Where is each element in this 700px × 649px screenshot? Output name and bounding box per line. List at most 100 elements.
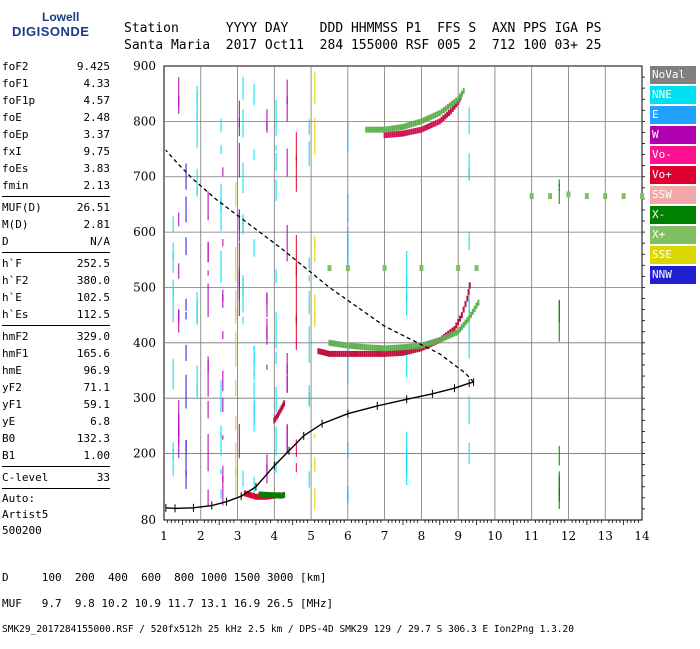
param-value: 9.425 xyxy=(76,60,110,73)
echo-point xyxy=(448,102,451,109)
echo-point xyxy=(416,119,419,126)
param-row: foF1 4.33 xyxy=(2,75,110,92)
echo-point xyxy=(418,345,421,352)
param-value: 4.33 xyxy=(83,77,111,90)
echo-point xyxy=(426,115,429,122)
digisonde-logo: Lowell DIGISONDE xyxy=(8,8,118,48)
param-name: hmF2 xyxy=(2,330,29,343)
param-name: h`F2 xyxy=(2,274,29,287)
echo-point xyxy=(442,335,445,342)
param-value: 132.3 xyxy=(76,432,110,445)
echo-point xyxy=(406,348,409,355)
echo-point xyxy=(346,342,349,349)
echo-point xyxy=(397,350,400,357)
echo-point xyxy=(468,314,471,321)
echo-point xyxy=(355,350,358,357)
param-name: h`F xyxy=(2,257,22,270)
echo-point xyxy=(397,130,400,137)
echo-point xyxy=(462,306,465,313)
param-value: 26.51 xyxy=(76,201,110,214)
echo-point xyxy=(274,415,277,422)
echo-point xyxy=(416,342,419,349)
echo-point xyxy=(363,350,366,357)
param-value: 102.5 xyxy=(76,291,110,304)
echo-point xyxy=(367,344,370,351)
echo-point xyxy=(438,118,441,125)
echo-point xyxy=(262,491,265,498)
echo-point xyxy=(375,126,378,133)
echo-point xyxy=(391,125,394,132)
echo-point xyxy=(389,344,392,351)
echo-point xyxy=(416,346,419,353)
echo-point xyxy=(340,350,343,357)
echo-point xyxy=(422,125,425,132)
echo-point xyxy=(408,343,411,350)
echo-point xyxy=(328,350,331,357)
echo-point xyxy=(436,337,439,344)
param-row: h`Es 112.5 xyxy=(2,306,110,323)
param-row: foE 2.48 xyxy=(2,109,110,126)
echo-point xyxy=(430,339,433,346)
param-separator xyxy=(2,196,110,197)
echo-point xyxy=(383,132,386,139)
param-value: 33 xyxy=(96,471,110,484)
echo-point xyxy=(373,350,376,357)
x-tick-label: 8 xyxy=(418,529,426,543)
echo-point xyxy=(455,97,458,104)
y-tick-label: 900 xyxy=(133,59,156,73)
echo-point xyxy=(399,124,402,131)
echo-point xyxy=(420,118,423,125)
echo-point xyxy=(449,329,452,336)
param-row: fmin 2.13 xyxy=(2,177,110,194)
param-value: 71.1 xyxy=(83,381,111,394)
polarization-legend: NoVal NNE E W Vo- Vo+ SSW X- X+ SSE NNW xyxy=(650,66,696,286)
param-value: 3.83 xyxy=(83,162,111,175)
param-name: B1 xyxy=(2,449,16,462)
echo-point xyxy=(367,126,370,133)
echo-point xyxy=(426,340,429,347)
param-row: M(D) 2.81 xyxy=(2,216,110,233)
echo-point xyxy=(471,308,474,315)
echo-point xyxy=(322,349,325,356)
echo-point xyxy=(470,311,473,318)
echo-point xyxy=(393,131,396,138)
echo-point xyxy=(402,123,404,130)
echo-point xyxy=(399,349,402,356)
echo-point xyxy=(393,125,396,132)
echo-point xyxy=(404,349,407,356)
x-tick-label: 2 xyxy=(197,529,205,543)
echo-point xyxy=(434,111,437,118)
footer: D 100 200 400 600 800 1000 1500 3000 [km… xyxy=(2,558,574,649)
echo-point xyxy=(395,350,398,357)
echo-point xyxy=(430,122,433,129)
echo-point xyxy=(444,334,447,341)
echo-point xyxy=(357,343,360,350)
echo-point xyxy=(350,342,353,349)
echo-point xyxy=(365,344,368,351)
echo-point xyxy=(603,193,608,200)
echo-point xyxy=(458,96,461,103)
echo-point xyxy=(371,126,374,133)
echo-point xyxy=(365,350,368,357)
echo-point xyxy=(369,344,372,351)
echo-point xyxy=(334,340,337,347)
param-name: foEp xyxy=(2,128,29,141)
echo-point xyxy=(460,312,463,319)
echo-point xyxy=(453,99,456,106)
echo-point xyxy=(457,328,460,335)
echo-point xyxy=(345,265,350,272)
echo-point xyxy=(419,265,424,272)
echo-point xyxy=(451,100,454,107)
echo-point xyxy=(256,493,259,500)
echo-point xyxy=(474,265,479,272)
echo-point xyxy=(395,131,398,138)
echo-point xyxy=(446,333,449,340)
echo-point xyxy=(436,119,439,126)
echo-point xyxy=(455,101,458,108)
legend-item: NNE xyxy=(650,86,696,104)
echo-point xyxy=(460,90,463,97)
param-row: foF2 9.425 xyxy=(2,58,110,75)
echo-point xyxy=(464,319,467,326)
echo-point xyxy=(414,120,417,127)
param-row: hmE 96.9 xyxy=(2,362,110,379)
